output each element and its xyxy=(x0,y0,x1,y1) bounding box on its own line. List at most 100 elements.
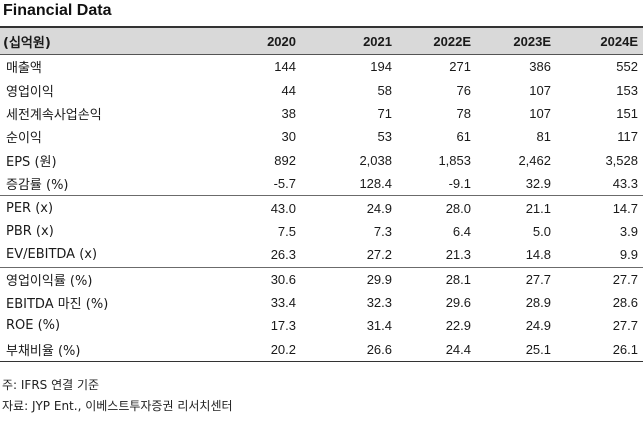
table-cell: 21.3 xyxy=(445,247,471,263)
table-cell: 3.9 xyxy=(619,223,638,239)
table-row: PER (x) 43.0 24.9 28.0 21.1 14.7 xyxy=(0,195,643,219)
row-label: 증감률 (%) xyxy=(6,178,69,194)
table-cell: 78 xyxy=(456,105,471,121)
table-cell: 3,528 xyxy=(605,152,638,168)
table-cell: 26.3 xyxy=(270,247,296,263)
table-header-row: (십억원) 2020 2021 2022E 2023E 2024E xyxy=(0,26,643,55)
table-row: 부채비율 (%) 20.2 26.6 24.4 25.1 26.1 xyxy=(0,338,643,363)
table-cell: 43.3 xyxy=(612,176,638,192)
table-row: 세전계속사업손익 38 71 78 107 151 xyxy=(0,102,643,125)
row-label: EPS (원) xyxy=(6,154,57,170)
table-cell: 28.0 xyxy=(445,200,471,216)
table-cell: 58 xyxy=(377,82,392,98)
table-cell: 27.7 xyxy=(612,271,638,287)
table-cell: 53 xyxy=(377,129,392,145)
table-cell: 24.9 xyxy=(525,318,551,334)
table-cell: 552 xyxy=(616,59,638,75)
year-header-2024e: 2024E xyxy=(600,33,638,49)
table-cell: 6.4 xyxy=(452,223,471,239)
table-cell: 29.6 xyxy=(445,295,471,311)
table-row: 증감률 (%) -5.7 128.4 -9.1 32.9 43.3 xyxy=(0,172,643,195)
table-cell: 2,038 xyxy=(359,152,392,168)
table-cell: 30 xyxy=(281,129,296,145)
basis-note: 주: IFRS 연결 기준 xyxy=(2,378,100,392)
table-cell: 5.0 xyxy=(532,223,551,239)
table-cell: 153 xyxy=(616,82,638,98)
table-cell: 271 xyxy=(449,59,471,75)
year-header-2021: 2021 xyxy=(363,33,392,49)
table-cell: 61 xyxy=(456,129,471,145)
table-cell: 30.6 xyxy=(270,271,296,287)
row-label: 영업이익 xyxy=(6,84,54,100)
table-cell: 144 xyxy=(274,59,296,75)
table-cell: 43.0 xyxy=(270,200,296,216)
table-cell: 892 xyxy=(274,152,296,168)
table-cell: 27.2 xyxy=(366,247,392,263)
table-cell: 33.4 xyxy=(270,295,296,311)
table-cell: 7.3 xyxy=(373,223,392,239)
table-cell: 81 xyxy=(536,129,551,145)
table-cell: 2,462 xyxy=(518,152,551,168)
table-cell: 128.4 xyxy=(359,176,392,192)
table-row: PBR (x) 7.5 7.3 6.4 5.0 3.9 xyxy=(0,220,643,243)
table-cell: 29.9 xyxy=(366,271,392,287)
table-cell: 31.4 xyxy=(366,318,392,334)
table-cell: 21.1 xyxy=(525,200,551,216)
table-cell: 7.5 xyxy=(277,223,296,239)
source-note: 자료: JYP Ent., 이베스트투자증권 리서치센터 xyxy=(2,399,233,413)
table-cell: 71 xyxy=(377,105,392,121)
table-cell: 32.3 xyxy=(366,295,392,311)
table-cell: 24.4 xyxy=(445,341,471,357)
table-cell: 22.9 xyxy=(445,318,471,334)
table-cell: 76 xyxy=(456,82,471,98)
financial-table: (십억원) 2020 2021 2022E 2023E 2024E 매출액 14… xyxy=(0,26,643,363)
table-cell: 26.6 xyxy=(366,341,392,357)
row-label: 세전계속사업손익 xyxy=(6,107,102,123)
table-cell: 25.1 xyxy=(525,341,551,357)
table-row: EPS (원) 892 2,038 1,853 2,462 3,528 xyxy=(0,149,643,172)
table-cell: 28.6 xyxy=(612,295,638,311)
row-label: 부채비율 (%) xyxy=(6,343,81,359)
table-title: Financial Data xyxy=(3,2,112,19)
table-cell: 117 xyxy=(617,129,638,145)
table-cell: 27.7 xyxy=(612,318,638,334)
table-row: 매출액 144 194 271 386 552 xyxy=(0,55,643,78)
table-cell: 14.8 xyxy=(525,247,551,263)
row-label: EV/EBITDA (x) xyxy=(6,247,98,263)
table-cell: 38 xyxy=(281,105,296,121)
table-row: EV/EBITDA (x) 26.3 27.2 21.3 14.8 9.9 xyxy=(0,243,643,266)
table-cell: 28.1 xyxy=(445,271,471,287)
unit-header: (십억원) xyxy=(3,35,51,51)
table-cell: 27.7 xyxy=(525,271,551,287)
table-cell: 151 xyxy=(616,105,638,121)
table-cell: -5.7 xyxy=(273,176,296,192)
table-row: 영업이익률 (%) 30.6 29.9 28.1 27.7 27.7 xyxy=(0,266,643,291)
table-cell: 14.7 xyxy=(612,200,638,216)
table-cell: 17.3 xyxy=(270,318,296,334)
table-cell: 28.9 xyxy=(525,295,551,311)
table-cell: 386 xyxy=(529,59,551,75)
row-label: 영업이익률 (%) xyxy=(6,273,93,289)
row-label: 매출액 xyxy=(6,61,42,77)
row-label: ROE (%) xyxy=(6,318,61,334)
table-notes: 주: IFRS 연결 기준 자료: JYP Ent., 이베스트투자증권 리서치… xyxy=(2,375,233,417)
table-cell: 1,853 xyxy=(438,152,471,168)
table-cell: 107 xyxy=(529,105,551,121)
table-row: ROE (%) 17.3 31.4 22.9 24.9 27.7 xyxy=(0,314,643,337)
row-label: EBITDA 마진 (%) xyxy=(6,297,109,313)
table-cell: 194 xyxy=(370,59,392,75)
table-cell: 20.2 xyxy=(270,341,296,357)
table-row: EBITDA 마진 (%) 33.4 32.3 29.6 28.9 28.6 xyxy=(0,291,643,314)
table-cell: 24.9 xyxy=(366,200,392,216)
year-header-2023e: 2023E xyxy=(513,33,551,49)
table-cell: 107 xyxy=(529,82,551,98)
row-label: PER (x) xyxy=(6,200,54,216)
year-header-2020: 2020 xyxy=(267,33,296,49)
table-cell: 26.1 xyxy=(612,341,638,357)
table-cell: 32.9 xyxy=(525,176,551,192)
table-cell: -9.1 xyxy=(448,176,471,192)
year-header-2022e: 2022E xyxy=(433,33,471,49)
table-row: 순이익 30 53 61 81 117 xyxy=(0,125,643,148)
table-cell: 9.9 xyxy=(619,247,638,263)
table-cell: 44 xyxy=(281,82,296,98)
